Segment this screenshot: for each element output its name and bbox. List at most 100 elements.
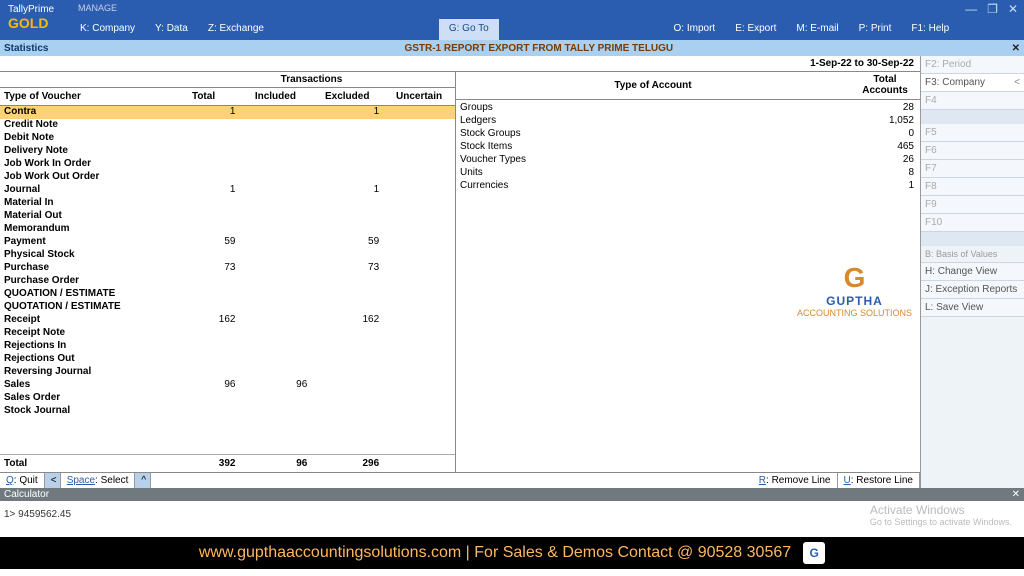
activate-windows: Activate Windows Go to Settings to activ…	[870, 503, 1012, 527]
total-inc: 96	[239, 458, 311, 469]
transactions-header: Transactions	[168, 72, 455, 87]
col-excluded: Excluded	[311, 88, 383, 105]
col-total-accounts: Total Accounts	[850, 72, 920, 99]
voucher-row[interactable]: Material Out	[0, 210, 455, 223]
stats-label: Statistics	[0, 43, 70, 54]
col-voucher-type: Type of Voucher	[0, 88, 168, 105]
content: 1-Sep-22 to 30-Sep-22 Transactions Type …	[0, 56, 920, 488]
voucher-row[interactable]: Sales Order	[0, 392, 455, 405]
window-controls: — ❐ ✕	[959, 0, 1024, 40]
sb-f10[interactable]: F10	[921, 214, 1024, 232]
voucher-row[interactable]: Stock Journal	[0, 405, 455, 418]
menu-help[interactable]: F1: Help	[901, 19, 959, 40]
period-label: 1-Sep-22 to 30-Sep-22	[0, 56, 920, 72]
sb-f4[interactable]: F4	[921, 92, 1024, 110]
voucher-row[interactable]: Contra11	[0, 106, 455, 119]
calculator-area[interactable]: 1> 9459562.45 Activate Windows Go to Set…	[0, 501, 1024, 537]
maximize-icon[interactable]: ❐	[987, 2, 998, 16]
voucher-row[interactable]: Job Work In Order	[0, 158, 455, 171]
minimize-icon[interactable]: —	[965, 2, 977, 16]
sb-f7[interactable]: F7	[921, 160, 1024, 178]
voucher-row[interactable]: Payment5959	[0, 236, 455, 249]
logo-sub: ACCOUNTING SOLUTIONS	[797, 308, 912, 318]
voucher-panel: Transactions Type of Voucher Total Inclu…	[0, 72, 456, 472]
btn-prev[interactable]: <	[45, 473, 61, 488]
sb-exception[interactable]: J: Exception Reports	[921, 281, 1024, 299]
calc-label: Calculator	[4, 489, 49, 500]
sidebar: F2: Period F3: Company< F4 F5 F6 F7 F8 F…	[920, 56, 1024, 488]
voucher-row[interactable]: Debit Note	[0, 132, 455, 145]
total-label: Total	[0, 458, 168, 469]
btn-select[interactable]: Space: Select	[61, 473, 136, 488]
sb-f2[interactable]: F2: Period	[921, 56, 1024, 74]
menu-import[interactable]: O: Import	[664, 19, 726, 40]
voucher-row[interactable]: Physical Stock	[0, 249, 455, 262]
voucher-row[interactable]: Receipt162162	[0, 314, 455, 327]
voucher-row[interactable]: QUOTATION / ESTIMATE	[0, 301, 455, 314]
menu-export[interactable]: E: Export	[725, 19, 786, 40]
menu-exchange[interactable]: Z: Exchange	[198, 19, 274, 40]
menu-data[interactable]: Y: Data	[145, 19, 198, 40]
col-total: Total	[168, 88, 240, 105]
calc-line: 1> 9459562.45	[4, 509, 1020, 520]
account-row[interactable]: Stock Groups0	[456, 128, 920, 141]
voucher-row[interactable]: QUOATION / ESTIMATE	[0, 288, 455, 301]
btn-quit[interactable]: Q: Quit	[0, 473, 45, 488]
voucher-row[interactable]: Material In	[0, 197, 455, 210]
menu-company[interactable]: K: Company	[70, 19, 145, 40]
btn-remove-line[interactable]: R: Remove Line	[753, 473, 838, 488]
btn-restore-line[interactable]: U: Restore Line	[838, 473, 921, 488]
col-account-type: Type of Account	[456, 72, 850, 99]
app-edition: GOLD	[8, 15, 62, 31]
menu-goto[interactable]: G: Go To	[439, 19, 499, 40]
col-included: Included	[239, 88, 311, 105]
logo-brand: GUPTHA	[797, 294, 912, 308]
watermark-logo: G GUPTHA ACCOUNTING SOLUTIONS	[797, 262, 912, 318]
account-row[interactable]: Currencies1	[456, 180, 920, 193]
voucher-row[interactable]: Purchase7373	[0, 262, 455, 275]
main-menu: K: Company Y: Data Z: Exchange G: Go To …	[70, 16, 959, 40]
sb-f5[interactable]: F5	[921, 124, 1024, 142]
total-exc: 296	[311, 458, 383, 469]
sb-f8[interactable]: F8	[921, 178, 1024, 196]
voucher-row[interactable]: Receipt Note	[0, 327, 455, 340]
logo-g: G	[797, 262, 912, 294]
account-row[interactable]: Groups28	[456, 102, 920, 115]
sb-change-view[interactable]: H: Change View	[921, 263, 1024, 281]
app-brand: TallyPrime GOLD	[0, 0, 70, 40]
statistics-bar: Statistics GSTR-1 REPORT EXPORT FROM TAL…	[0, 40, 1024, 56]
voucher-row[interactable]: Rejections Out	[0, 353, 455, 366]
manage-label: MANAGE	[70, 0, 959, 16]
sb-f9[interactable]: F9	[921, 196, 1024, 214]
account-row[interactable]: Units8	[456, 167, 920, 180]
voucher-row[interactable]: Memorandum	[0, 223, 455, 236]
voucher-row[interactable]: Journal11	[0, 184, 455, 197]
account-row[interactable]: Stock Items465	[456, 141, 920, 154]
voucher-rows: Contra11Credit NoteDebit NoteDelivery No…	[0, 106, 455, 454]
main-area: 1-Sep-22 to 30-Sep-22 Transactions Type …	[0, 56, 1024, 488]
menu-print[interactable]: P: Print	[849, 19, 902, 40]
sb-basis[interactable]: B: Basis of Values	[921, 246, 1024, 263]
voucher-row[interactable]: Rejections In	[0, 340, 455, 353]
col-uncertain: Uncertain	[383, 88, 455, 105]
account-row[interactable]: Ledgers1,052	[456, 115, 920, 128]
voucher-row[interactable]: Job Work Out Order	[0, 171, 455, 184]
voucher-row[interactable]: Credit Note	[0, 119, 455, 132]
close-icon[interactable]: ✕	[1008, 2, 1018, 16]
total-total: 392	[168, 458, 240, 469]
voucher-row[interactable]: Delivery Note	[0, 145, 455, 158]
voucher-row[interactable]: Purchase Order	[0, 275, 455, 288]
sb-save-view[interactable]: L: Save View	[921, 299, 1024, 317]
account-panel: Type of Account Total Accounts Groups28L…	[456, 72, 920, 472]
sb-f6[interactable]: F6	[921, 142, 1024, 160]
voucher-row[interactable]: Reversing Journal	[0, 366, 455, 379]
calc-close-icon[interactable]: ✕	[1012, 489, 1020, 500]
voucher-total-row: Total 392 96 296	[0, 454, 455, 472]
btn-up[interactable]: ^	[135, 473, 151, 488]
menu-email[interactable]: M: E-mail	[786, 19, 848, 40]
account-row[interactable]: Voucher Types26	[456, 154, 920, 167]
voucher-row[interactable]: Sales9696	[0, 379, 455, 392]
stats-close-icon[interactable]: ✕	[1008, 43, 1024, 54]
app-name: TallyPrime	[8, 4, 62, 15]
sb-f3[interactable]: F3: Company<	[921, 74, 1024, 92]
